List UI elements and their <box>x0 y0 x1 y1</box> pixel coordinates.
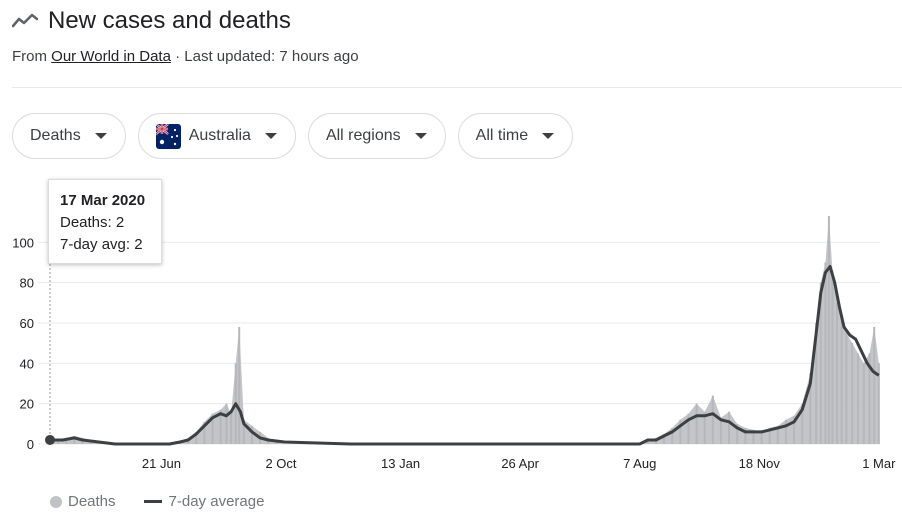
from-label: From <box>12 48 52 65</box>
legend-deaths-swatch <box>50 495 62 508</box>
time-range-dropdown[interactable]: All time <box>457 113 574 159</box>
filter-bar: Deaths Australia All regions All time <box>12 113 585 159</box>
x-tick-label: 21 Jun <box>142 456 181 471</box>
chevron-down-icon <box>414 133 427 139</box>
x-tick-label: 13 Jan <box>381 456 420 471</box>
tooltip-avg: 7-day avg: 2 <box>60 236 143 253</box>
legend-avg-label: 7-day average <box>168 493 265 510</box>
x-tick-label: 7 Aug <box>623 456 656 471</box>
legend-avg-swatch <box>143 500 162 503</box>
time-range-dropdown-label: All time <box>475 127 529 144</box>
metric-dropdown[interactable]: Deaths <box>12 113 126 159</box>
y-tick-label: 0 <box>27 437 34 452</box>
country-dropdown[interactable]: Australia <box>137 113 296 159</box>
y-tick-label: 20 <box>20 397 34 412</box>
chevron-down-icon <box>94 133 107 139</box>
tooltip-deaths: Deaths: 2 <box>60 214 125 231</box>
australia-flag-icon <box>155 123 181 149</box>
chart-tooltip: 17 Mar 2020 Deaths: 2 7-day avg: 2 <box>48 179 162 264</box>
trending-line-icon <box>12 13 38 28</box>
chevron-down-icon <box>542 133 555 139</box>
y-tick-label: 80 <box>20 276 34 291</box>
deaths-chart[interactable]: 0 20 40 60 80 100 21 Jun 2 Oct 13 Jan 26 Apr 7 Aug… <box>0 170 902 480</box>
region-dropdown-label: All regions <box>325 127 401 144</box>
y-tick-label: 100 <box>12 235 34 250</box>
y-tick-label: 60 <box>20 316 34 331</box>
region-dropdown[interactable]: All regions <box>307 113 446 159</box>
chart-header: New cases and deaths From Our World in D… <box>12 6 892 65</box>
x-tick-label: 1 Mar <box>862 456 896 471</box>
chevron-down-icon <box>264 133 277 139</box>
legend-deaths-label: Deaths <box>68 493 116 510</box>
highlight-point <box>45 434 55 445</box>
x-tick-label: 26 Apr <box>501 456 539 471</box>
last-updated: · Last updated: 7 hours ago <box>170 48 359 65</box>
x-tick-label: 18 Nov <box>739 456 781 471</box>
metric-dropdown-label: Deaths <box>30 127 81 144</box>
title-row: New cases and deaths <box>12 6 892 36</box>
chart-legend: Deaths 7-day average <box>50 493 264 510</box>
tooltip-date: 17 Mar 2020 <box>60 192 146 209</box>
country-dropdown-label: Australia <box>188 127 251 144</box>
seven-day-average-line <box>50 265 880 446</box>
x-tick-label: 2 Oct <box>265 456 296 471</box>
header-divider <box>12 87 902 88</box>
page-title: New cases and deaths <box>48 7 291 34</box>
source-line: From Our World in Data · Last updated: 7… <box>12 48 892 65</box>
y-tick-label: 40 <box>20 356 34 371</box>
deaths-area <box>50 216 879 444</box>
source-link[interactable]: Our World in Data <box>51 48 171 65</box>
